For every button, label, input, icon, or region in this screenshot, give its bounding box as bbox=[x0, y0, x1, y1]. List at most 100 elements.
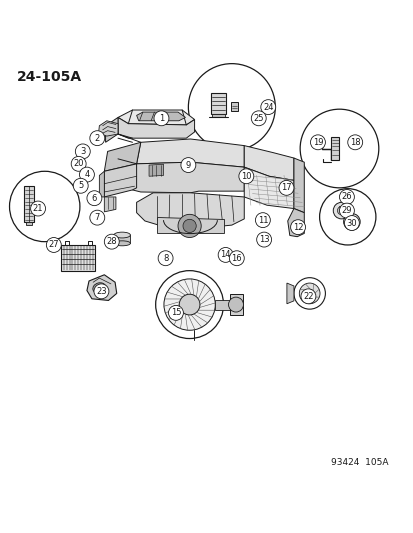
Text: 27: 27 bbox=[48, 240, 59, 249]
Circle shape bbox=[305, 289, 313, 297]
Circle shape bbox=[183, 219, 196, 232]
Text: 5: 5 bbox=[78, 181, 83, 190]
Circle shape bbox=[347, 217, 355, 226]
Circle shape bbox=[154, 111, 169, 126]
Text: 93424  105A: 93424 105A bbox=[330, 458, 388, 467]
Polygon shape bbox=[24, 186, 34, 222]
Circle shape bbox=[31, 201, 45, 216]
Polygon shape bbox=[215, 300, 230, 310]
Text: 26: 26 bbox=[341, 192, 351, 201]
Text: 9: 9 bbox=[185, 160, 190, 169]
Polygon shape bbox=[104, 164, 136, 197]
Circle shape bbox=[87, 191, 102, 206]
Text: 17: 17 bbox=[280, 183, 291, 192]
Text: 19: 19 bbox=[312, 138, 323, 147]
Polygon shape bbox=[114, 235, 130, 244]
Polygon shape bbox=[157, 217, 223, 233]
Circle shape bbox=[90, 210, 104, 225]
Circle shape bbox=[180, 158, 195, 173]
Circle shape bbox=[75, 144, 90, 159]
Circle shape bbox=[293, 278, 325, 309]
Text: 18: 18 bbox=[349, 138, 360, 147]
Polygon shape bbox=[149, 164, 163, 176]
Text: 1: 1 bbox=[159, 114, 164, 123]
Polygon shape bbox=[211, 114, 224, 117]
Text: 24: 24 bbox=[262, 103, 273, 111]
Polygon shape bbox=[211, 93, 225, 114]
Circle shape bbox=[255, 213, 270, 228]
Circle shape bbox=[218, 247, 233, 262]
Circle shape bbox=[229, 251, 244, 265]
Circle shape bbox=[71, 156, 86, 171]
Text: 30: 30 bbox=[346, 219, 356, 228]
Polygon shape bbox=[99, 171, 104, 197]
Text: 3: 3 bbox=[80, 147, 85, 156]
Circle shape bbox=[251, 111, 266, 126]
Circle shape bbox=[290, 220, 305, 235]
Circle shape bbox=[278, 180, 293, 195]
Polygon shape bbox=[105, 117, 118, 142]
Text: 20: 20 bbox=[73, 159, 84, 168]
Text: 15: 15 bbox=[170, 309, 181, 317]
Polygon shape bbox=[229, 294, 243, 315]
Text: 4: 4 bbox=[84, 170, 89, 179]
Polygon shape bbox=[287, 208, 304, 237]
Circle shape bbox=[178, 214, 201, 238]
Circle shape bbox=[164, 279, 215, 330]
Ellipse shape bbox=[114, 232, 130, 238]
Circle shape bbox=[310, 135, 325, 150]
Circle shape bbox=[238, 169, 253, 184]
Text: 7: 7 bbox=[95, 213, 100, 222]
Circle shape bbox=[344, 215, 358, 230]
Circle shape bbox=[256, 232, 271, 247]
Ellipse shape bbox=[93, 282, 106, 293]
Polygon shape bbox=[98, 121, 118, 136]
Polygon shape bbox=[136, 139, 244, 167]
Polygon shape bbox=[118, 117, 194, 138]
Circle shape bbox=[339, 190, 354, 204]
Circle shape bbox=[299, 109, 378, 188]
Circle shape bbox=[94, 284, 109, 299]
Circle shape bbox=[339, 203, 354, 218]
Text: 24-105A: 24-105A bbox=[17, 70, 81, 84]
Text: 16: 16 bbox=[231, 254, 242, 263]
Polygon shape bbox=[293, 158, 304, 213]
Text: 23: 23 bbox=[96, 287, 107, 296]
Circle shape bbox=[337, 206, 345, 215]
Text: 2: 2 bbox=[95, 134, 100, 143]
Circle shape bbox=[179, 294, 199, 315]
Circle shape bbox=[46, 238, 61, 253]
Polygon shape bbox=[136, 112, 185, 121]
Circle shape bbox=[90, 131, 104, 146]
Circle shape bbox=[347, 135, 362, 150]
Polygon shape bbox=[330, 138, 339, 160]
Circle shape bbox=[155, 271, 223, 338]
Text: 13: 13 bbox=[258, 235, 269, 244]
Text: 14: 14 bbox=[220, 251, 230, 260]
Polygon shape bbox=[61, 245, 95, 271]
Polygon shape bbox=[104, 142, 140, 171]
Text: 22: 22 bbox=[302, 292, 313, 301]
Circle shape bbox=[168, 305, 183, 320]
Circle shape bbox=[188, 63, 275, 151]
Polygon shape bbox=[244, 167, 293, 208]
Text: 11: 11 bbox=[257, 216, 268, 224]
Circle shape bbox=[319, 189, 375, 245]
Circle shape bbox=[158, 251, 173, 265]
Text: 25: 25 bbox=[253, 114, 263, 123]
Circle shape bbox=[228, 297, 243, 312]
Circle shape bbox=[343, 214, 359, 230]
Circle shape bbox=[73, 179, 88, 193]
Circle shape bbox=[299, 283, 319, 304]
Text: 29: 29 bbox=[341, 206, 351, 215]
Polygon shape bbox=[132, 162, 244, 193]
Polygon shape bbox=[286, 283, 293, 304]
Polygon shape bbox=[136, 193, 244, 229]
Text: 28: 28 bbox=[106, 237, 117, 246]
Circle shape bbox=[300, 289, 315, 304]
Text: 8: 8 bbox=[163, 254, 168, 263]
Text: 12: 12 bbox=[292, 223, 303, 232]
Polygon shape bbox=[230, 102, 237, 111]
Circle shape bbox=[79, 167, 94, 182]
Polygon shape bbox=[118, 110, 194, 125]
